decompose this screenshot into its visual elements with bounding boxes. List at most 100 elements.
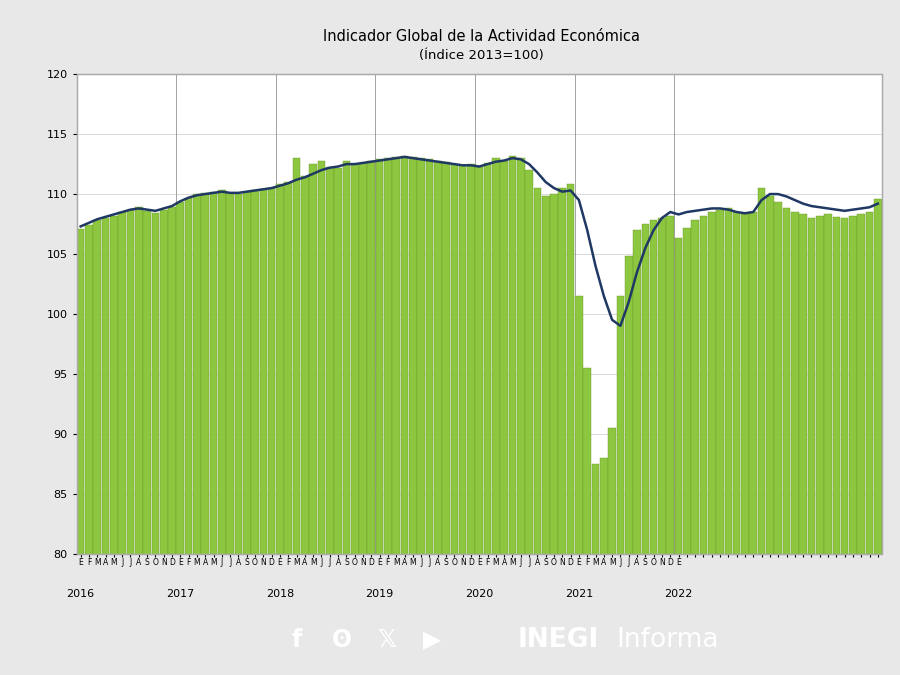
Bar <box>625 256 633 675</box>
Bar <box>301 176 309 675</box>
Bar <box>666 215 674 675</box>
Bar <box>367 161 375 675</box>
Bar <box>742 215 749 675</box>
Text: (Índice 2013=100): (Índice 2013=100) <box>419 49 544 62</box>
Text: 𝕏: 𝕏 <box>377 628 397 651</box>
Bar <box>426 159 433 675</box>
Text: ▶: ▶ <box>423 628 441 651</box>
Bar <box>194 194 201 675</box>
Bar <box>268 188 275 675</box>
Bar <box>94 221 101 675</box>
Bar <box>343 161 350 675</box>
Bar <box>807 218 815 675</box>
Text: f: f <box>292 628 302 651</box>
Bar <box>559 188 566 675</box>
Bar <box>591 464 599 675</box>
Bar <box>500 161 508 675</box>
Bar <box>376 159 383 675</box>
Bar <box>675 238 682 675</box>
Bar <box>567 184 574 675</box>
Bar <box>534 188 541 675</box>
Bar <box>832 217 840 675</box>
Bar <box>259 189 267 675</box>
Bar <box>442 162 450 675</box>
Bar <box>326 167 334 675</box>
Bar <box>76 229 85 675</box>
Bar <box>160 210 167 675</box>
Bar <box>634 230 641 675</box>
Bar <box>699 215 707 675</box>
Bar <box>276 184 284 675</box>
Bar <box>434 161 442 675</box>
Bar <box>409 157 417 675</box>
Bar <box>292 158 301 675</box>
Text: ʘ: ʘ <box>332 628 352 651</box>
Bar <box>418 158 425 675</box>
Bar <box>642 224 649 675</box>
Bar <box>392 157 400 675</box>
Bar <box>467 164 475 675</box>
Bar <box>384 158 392 675</box>
Bar <box>359 163 367 675</box>
Bar <box>783 209 790 675</box>
Bar <box>841 218 849 675</box>
Bar <box>218 190 226 675</box>
Bar <box>600 458 608 675</box>
Bar <box>658 218 666 675</box>
Bar <box>310 164 317 675</box>
Bar <box>866 212 873 675</box>
Bar <box>119 212 126 675</box>
Bar <box>102 218 110 675</box>
Bar <box>683 227 690 675</box>
Bar <box>318 161 325 675</box>
Bar <box>716 210 724 675</box>
Bar <box>143 211 151 675</box>
Bar <box>400 156 409 675</box>
Bar <box>243 192 250 675</box>
Bar <box>791 212 798 675</box>
Bar <box>210 192 217 675</box>
Bar <box>816 215 824 675</box>
Bar <box>492 158 500 675</box>
Bar <box>758 188 765 675</box>
Bar <box>184 198 193 675</box>
Bar <box>168 207 176 675</box>
Bar <box>849 215 857 675</box>
Text: Informa: Informa <box>616 626 719 653</box>
Bar <box>526 170 533 675</box>
Bar <box>475 167 483 675</box>
Bar <box>127 210 134 675</box>
Bar <box>202 193 209 675</box>
Bar <box>351 164 358 675</box>
Bar <box>459 165 466 675</box>
Bar <box>86 225 93 675</box>
Bar <box>135 207 142 675</box>
Bar <box>774 202 782 675</box>
Bar <box>251 190 259 675</box>
Bar <box>799 215 807 675</box>
Bar <box>235 194 242 675</box>
Bar <box>151 213 159 675</box>
Bar <box>226 193 234 675</box>
Bar <box>724 209 733 675</box>
Bar <box>542 196 550 675</box>
Bar <box>608 428 616 675</box>
Bar <box>483 163 491 675</box>
Bar <box>650 221 658 675</box>
Bar <box>691 221 699 675</box>
Bar <box>874 199 882 675</box>
Bar <box>517 158 525 675</box>
Bar <box>176 202 184 675</box>
Bar <box>508 156 517 675</box>
Bar <box>110 215 118 675</box>
Bar <box>550 194 558 675</box>
Bar <box>575 296 582 675</box>
Bar <box>451 164 458 675</box>
Bar <box>858 215 865 675</box>
Bar <box>766 196 774 675</box>
Text: INEGI: INEGI <box>518 626 599 653</box>
Bar <box>616 296 625 675</box>
Bar <box>583 368 591 675</box>
Bar <box>733 212 741 675</box>
Text: Indicador Global de la Actividad Económica: Indicador Global de la Actividad Económi… <box>323 29 640 44</box>
